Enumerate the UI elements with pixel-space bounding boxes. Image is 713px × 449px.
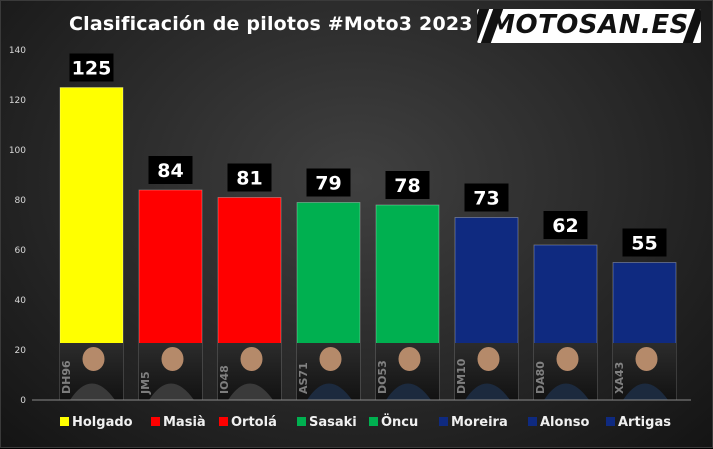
rider-body [544, 383, 589, 400]
rider-body [623, 383, 668, 400]
legend-swatch [151, 417, 160, 426]
data-label: 62 [552, 215, 578, 237]
rider-face [556, 347, 579, 371]
rider-face [240, 347, 263, 371]
data-label: 125 [72, 58, 112, 80]
legend-label: Masià [163, 415, 206, 430]
y-tick-label: 40 [15, 296, 27, 306]
rider-face [635, 347, 658, 371]
legend-label: Holgado [72, 415, 133, 430]
data-label-box [306, 168, 351, 197]
rider-number: JM5 [139, 371, 152, 395]
data-label: 84 [157, 160, 183, 182]
legend-label: Ortolá [231, 415, 277, 430]
rider-body [70, 383, 115, 400]
rider-number: DO53 [376, 360, 389, 394]
legend-label: Sasaki [309, 415, 357, 430]
legend-label: Artigas [618, 415, 671, 430]
data-label: 73 [473, 188, 499, 210]
rider-face [161, 347, 184, 371]
legend-label: Öncu [381, 414, 418, 430]
rider-number: DM10 [455, 358, 468, 394]
legend-label: Alonso [540, 415, 589, 430]
y-tick-label: 80 [15, 196, 27, 206]
rider-face [319, 347, 342, 371]
legend-swatch [606, 417, 615, 426]
data-label-box [543, 211, 588, 239]
y-tick-label: 140 [9, 46, 26, 56]
data-label-box [69, 53, 114, 82]
legend-swatch [219, 417, 228, 426]
data-label-box [227, 163, 272, 192]
y-tick-label: 100 [9, 146, 26, 156]
legend-swatch [369, 417, 378, 426]
data-label: 78 [394, 175, 420, 197]
data-label-box [464, 183, 509, 212]
data-label-box [622, 228, 667, 257]
chart-title: Clasificación de pilotos #Moto3 2023 [69, 13, 473, 35]
y-tick-label: 120 [9, 96, 26, 106]
rider-body [307, 383, 352, 400]
logo-text: MOTOSAN.ES [489, 10, 689, 40]
data-label-box [385, 171, 430, 199]
rider-body [465, 383, 510, 400]
y-tick-label: 60 [15, 246, 27, 256]
motosan-logo: MOTOSAN.ES [477, 9, 701, 43]
y-tick-label: 20 [15, 346, 27, 356]
legend-swatch [60, 417, 69, 426]
data-label: 79 [315, 173, 341, 195]
data-label-box [148, 156, 193, 184]
rider-body [386, 383, 431, 400]
legend-swatch [528, 417, 537, 426]
rider-face [477, 347, 500, 371]
rider-number: IO48 [218, 365, 231, 394]
rider-number: XA43 [613, 362, 626, 394]
data-label: 81 [236, 168, 262, 190]
legend-label: Moreira [451, 415, 508, 430]
data-label: 55 [631, 233, 657, 255]
rider-body [149, 383, 194, 400]
rider-number: DA80 [534, 361, 547, 394]
y-tick-label: 0 [20, 396, 26, 406]
rider-number: AS71 [297, 362, 310, 394]
legend-swatch [297, 417, 306, 426]
rider-face [398, 347, 421, 371]
rider-face [82, 347, 105, 371]
rider-body [228, 383, 273, 400]
legend-swatch [439, 417, 448, 426]
rider-number: DH96 [60, 360, 73, 394]
